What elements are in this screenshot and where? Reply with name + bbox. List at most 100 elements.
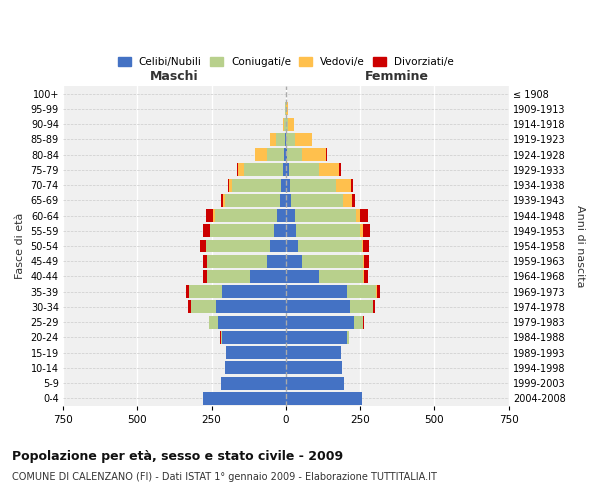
- Bar: [286, 300, 373, 314]
- Bar: [266, 148, 286, 161]
- Bar: [206, 209, 286, 222]
- Bar: [280, 194, 286, 206]
- Bar: [274, 224, 286, 237]
- Bar: [286, 362, 343, 374]
- Bar: [225, 362, 286, 374]
- Bar: [254, 148, 286, 161]
- Bar: [286, 164, 340, 176]
- Text: Femmine: Femmine: [365, 70, 429, 83]
- Bar: [207, 254, 286, 268]
- Bar: [286, 148, 302, 161]
- Bar: [203, 392, 286, 405]
- Bar: [286, 178, 351, 192]
- Legend: Celibi/Nubili, Coniugati/e, Vedovi/e, Divorziati/e: Celibi/Nubili, Coniugati/e, Vedovi/e, Di…: [114, 53, 458, 71]
- Bar: [203, 270, 286, 283]
- Bar: [271, 133, 286, 146]
- Bar: [223, 194, 286, 206]
- Bar: [286, 194, 343, 206]
- Bar: [286, 164, 341, 176]
- Bar: [281, 178, 286, 192]
- Bar: [222, 331, 286, 344]
- Bar: [250, 270, 286, 283]
- Bar: [271, 133, 286, 146]
- Bar: [286, 194, 352, 206]
- Bar: [207, 270, 286, 283]
- Bar: [286, 331, 349, 344]
- Bar: [286, 316, 354, 328]
- Bar: [254, 148, 286, 161]
- Bar: [286, 254, 302, 268]
- Bar: [286, 316, 363, 328]
- Y-axis label: Anni di nascita: Anni di nascita: [575, 204, 585, 287]
- Bar: [286, 376, 344, 390]
- Bar: [286, 240, 298, 252]
- Bar: [286, 285, 376, 298]
- Bar: [286, 224, 362, 237]
- Bar: [190, 285, 286, 298]
- Bar: [286, 178, 337, 192]
- Bar: [286, 164, 289, 176]
- Bar: [216, 300, 286, 314]
- Bar: [286, 300, 373, 314]
- Bar: [286, 285, 377, 298]
- Bar: [226, 346, 286, 359]
- Bar: [286, 148, 326, 161]
- Bar: [286, 376, 344, 390]
- Bar: [203, 254, 286, 268]
- Bar: [187, 285, 286, 298]
- Bar: [286, 362, 343, 374]
- Bar: [286, 331, 349, 344]
- Bar: [286, 133, 312, 146]
- Bar: [286, 346, 341, 359]
- Bar: [286, 164, 319, 176]
- Bar: [209, 316, 286, 328]
- Bar: [286, 331, 347, 344]
- Bar: [286, 209, 295, 222]
- Bar: [226, 346, 286, 359]
- Bar: [215, 209, 286, 222]
- Bar: [244, 164, 286, 176]
- Bar: [221, 194, 286, 206]
- Bar: [286, 254, 363, 268]
- Bar: [286, 392, 362, 405]
- Bar: [221, 331, 286, 344]
- Bar: [221, 331, 286, 344]
- Bar: [283, 118, 286, 130]
- Bar: [286, 178, 290, 192]
- Bar: [286, 346, 341, 359]
- Bar: [286, 118, 288, 130]
- Bar: [286, 224, 296, 237]
- Bar: [203, 392, 286, 405]
- Bar: [191, 300, 286, 314]
- Bar: [269, 240, 286, 252]
- Bar: [203, 392, 286, 405]
- Bar: [286, 270, 319, 283]
- Bar: [286, 285, 380, 298]
- Bar: [284, 118, 286, 130]
- Bar: [188, 300, 286, 314]
- Bar: [286, 148, 287, 161]
- Bar: [286, 209, 368, 222]
- Bar: [286, 194, 291, 206]
- Bar: [284, 148, 286, 161]
- Bar: [237, 164, 286, 176]
- Bar: [226, 346, 286, 359]
- Bar: [286, 194, 355, 206]
- Bar: [286, 254, 369, 268]
- Bar: [286, 178, 353, 192]
- Bar: [286, 118, 294, 130]
- Bar: [229, 178, 286, 192]
- Bar: [209, 316, 286, 328]
- Bar: [277, 209, 286, 222]
- Bar: [221, 376, 286, 390]
- Text: Popolazione per età, sesso e stato civile - 2009: Popolazione per età, sesso e stato civil…: [12, 450, 343, 463]
- Bar: [286, 209, 360, 222]
- Bar: [283, 164, 286, 176]
- Text: COMUNE DI CALENZANO (FI) - Dati ISTAT 1° gennaio 2009 - Elaborazione TUTTITALIA.: COMUNE DI CALENZANO (FI) - Dati ISTAT 1°…: [12, 472, 437, 482]
- Bar: [238, 164, 286, 176]
- Text: Maschi: Maschi: [150, 70, 199, 83]
- Bar: [207, 270, 286, 283]
- Bar: [225, 362, 286, 374]
- Bar: [210, 224, 286, 237]
- Bar: [286, 392, 362, 405]
